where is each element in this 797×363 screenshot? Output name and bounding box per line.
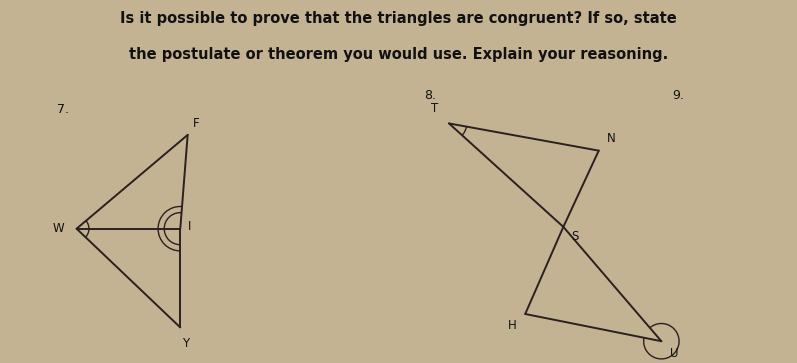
Text: W: W: [53, 222, 65, 235]
Text: N: N: [607, 132, 615, 145]
Text: U: U: [669, 347, 678, 360]
Text: Y: Y: [182, 337, 189, 350]
Text: 9.: 9.: [672, 89, 684, 102]
Text: 8.: 8.: [425, 89, 437, 102]
Text: T: T: [431, 102, 438, 115]
Text: H: H: [508, 319, 517, 333]
Text: S: S: [571, 230, 579, 242]
Text: F: F: [193, 117, 199, 130]
Text: the postulate or theorem you would use. Explain your reasoning.: the postulate or theorem you would use. …: [129, 47, 668, 62]
Text: Is it possible to prove that the triangles are congruent? If so, state: Is it possible to prove that the triangl…: [120, 11, 677, 26]
Text: I: I: [187, 220, 191, 233]
Text: 7.: 7.: [57, 103, 69, 116]
